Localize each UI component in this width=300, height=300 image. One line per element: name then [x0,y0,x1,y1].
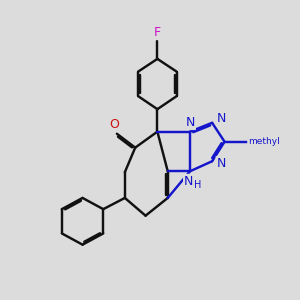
Text: N: N [216,157,226,170]
Text: N: N [216,112,226,125]
Text: O: O [109,118,119,131]
Text: H: H [194,181,201,190]
Text: N: N [186,116,195,129]
Text: N: N [184,175,193,188]
Text: F: F [154,26,161,39]
Text: methyl: methyl [248,137,280,146]
